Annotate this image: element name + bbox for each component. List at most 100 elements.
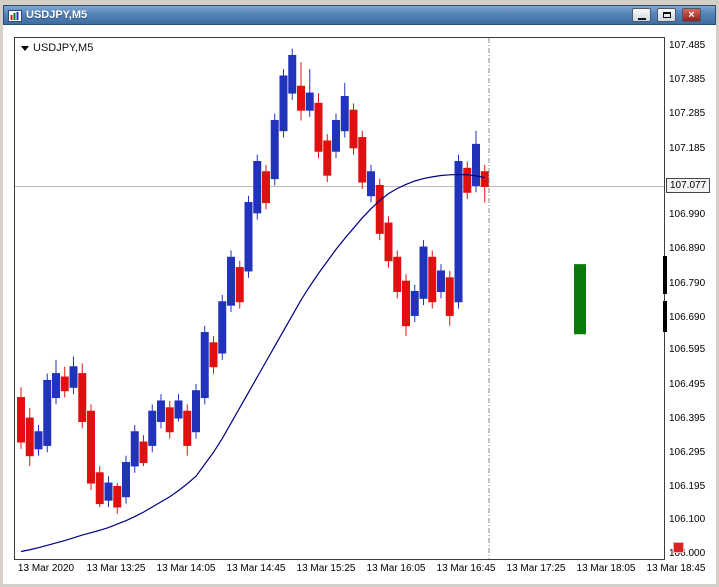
candle-body xyxy=(174,400,183,419)
candle-body xyxy=(60,376,69,392)
candle-body xyxy=(43,379,52,446)
candle-body xyxy=(95,472,104,505)
price-axis-label: 106.295 xyxy=(669,446,706,458)
candle-body xyxy=(34,431,43,450)
candle-body xyxy=(375,184,384,234)
title-bar[interactable]: USDJPY,M5 × xyxy=(3,5,716,25)
price-axis[interactable]: 107.485 107.385 107.285 107.185 106.990 106.8… xyxy=(663,25,716,584)
candle-body xyxy=(113,485,122,508)
candle-body xyxy=(200,332,209,399)
candle-body xyxy=(122,462,130,498)
time-axis-label: 13 Mar 13:25 xyxy=(86,563,146,574)
candle-body xyxy=(349,109,358,149)
time-axis-label: 13 Mar 15:25 xyxy=(296,563,356,574)
price-axis-label: 106.790 xyxy=(669,277,706,289)
candle-body xyxy=(445,277,454,316)
candle-body xyxy=(235,267,244,303)
candle-body xyxy=(402,280,410,327)
price-axis-mark xyxy=(663,256,667,294)
candle-body xyxy=(279,75,288,132)
candle-body xyxy=(78,373,87,422)
price-axis-mark xyxy=(663,300,667,332)
red-square-marker xyxy=(673,542,684,554)
time-axis-label: 13 Mar 14:45 xyxy=(226,563,286,574)
price-axis-label: 106.100 xyxy=(669,513,706,525)
candle-body xyxy=(340,95,349,132)
candle-body xyxy=(183,410,192,446)
price-axis-label: 106.595 xyxy=(669,344,706,356)
candle-body xyxy=(332,119,340,152)
candle-body xyxy=(419,246,428,299)
price-axis-label: 107.285 xyxy=(669,108,706,120)
time-axis-label: 13 Mar 2020 xyxy=(17,563,75,574)
price-axis-label: 106.990 xyxy=(669,209,706,221)
chart-client-area: USDJPY,M5 107.485 107.385 107.285 107.185 10… xyxy=(3,25,716,584)
price-axis-label: 107.385 xyxy=(669,74,706,86)
candle-body xyxy=(428,256,437,303)
drawn-rectangle-object[interactable] xyxy=(574,264,586,335)
time-axis-label: 13 Mar 18:05 xyxy=(576,563,636,574)
candle-body xyxy=(305,92,314,111)
candle-body xyxy=(358,137,367,183)
moving-average-line xyxy=(20,173,485,553)
candle-body xyxy=(17,397,25,443)
price-axis-label: 107.185 xyxy=(669,142,706,154)
price-axis-label: 106.195 xyxy=(669,481,706,493)
price-axis-label: 106.495 xyxy=(669,378,706,390)
candlestick-chart xyxy=(15,38,664,559)
candle-body xyxy=(104,482,113,501)
chart-symbol-label: USDJPY,M5 xyxy=(21,42,93,54)
restore-icon xyxy=(662,12,671,18)
candle-body xyxy=(367,171,375,197)
price-axis-label: 106.000 xyxy=(669,547,706,559)
time-axis-label: 13 Mar 16:45 xyxy=(436,563,496,574)
candle-body xyxy=(165,407,174,433)
price-axis-label: 107.485 xyxy=(669,39,706,51)
price-axis-label: 106.890 xyxy=(669,243,706,255)
minimize-icon xyxy=(637,17,646,20)
price-axis-label: 106.690 xyxy=(669,311,706,323)
price-axis-label: 106.395 xyxy=(669,412,706,424)
candle-body xyxy=(218,301,227,354)
candle-body xyxy=(25,417,34,457)
candle-body xyxy=(192,390,200,433)
time-axis[interactable]: 13 Mar 2020 13 Mar 13:25 13 Mar 14:05 13 Ma… xyxy=(3,559,716,584)
candle-body xyxy=(454,160,463,303)
time-axis-label: 13 Mar 17:25 xyxy=(506,563,566,574)
candle-body xyxy=(297,85,305,111)
candle-body xyxy=(69,366,78,388)
window-controls: × xyxy=(632,8,701,22)
candle-body xyxy=(472,143,480,186)
restore-button[interactable] xyxy=(657,8,676,22)
candle-body xyxy=(463,167,472,193)
candle-body xyxy=(87,410,95,484)
minimize-button[interactable] xyxy=(632,8,651,22)
time-axis-label: 13 Mar 14:05 xyxy=(156,563,216,574)
candle-body xyxy=(157,400,165,422)
dropdown-triangle-icon[interactable] xyxy=(21,45,29,51)
candle-body xyxy=(227,256,235,306)
candle-body xyxy=(209,342,218,368)
time-axis-label: 13 Mar 16:05 xyxy=(366,563,426,574)
symbol-label-text: USDJPY,M5 xyxy=(33,42,94,54)
candle-body xyxy=(130,431,139,467)
current-price-tag: 107.077 xyxy=(666,178,711,194)
candle-body xyxy=(480,171,489,187)
candle-body xyxy=(52,373,60,399)
close-icon: × xyxy=(688,9,695,21)
candle-body xyxy=(384,222,393,262)
close-button[interactable]: × xyxy=(682,8,701,22)
candle-body xyxy=(262,171,270,204)
candle-body xyxy=(437,270,445,292)
candle-body xyxy=(323,140,332,176)
candle-body xyxy=(314,102,323,152)
candle-body xyxy=(244,202,253,272)
candle-body xyxy=(270,119,279,180)
candle-body xyxy=(139,441,148,464)
candle-body xyxy=(288,54,297,94)
candle-body xyxy=(393,256,402,292)
candle-body xyxy=(253,160,262,214)
candle-body xyxy=(148,410,157,446)
chart-plot-area[interactable]: USDJPY,M5 xyxy=(14,37,665,560)
